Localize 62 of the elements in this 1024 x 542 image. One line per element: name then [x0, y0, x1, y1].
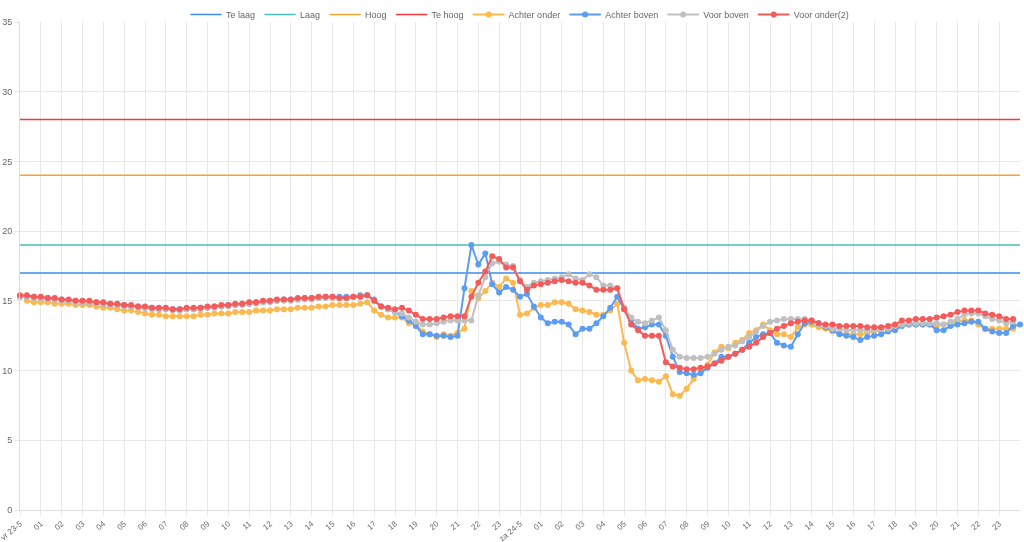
x-tick-label: 17 [365, 518, 379, 532]
y-tick-label: 10 [2, 365, 13, 376]
x-tick-label: 23 [490, 518, 504, 532]
x-tick-label: 11 [740, 518, 754, 532]
x-tick-label: 18 [886, 518, 900, 532]
x-tick-label: 08 [177, 518, 191, 532]
x-tick-label: 01 [32, 518, 46, 532]
x-tick-label: 12 [261, 518, 275, 532]
x-tick-label: 10 [219, 518, 233, 532]
x-tick-label: 20 [927, 518, 941, 532]
x-tick-label: 03 [73, 518, 87, 532]
y-tick-label: 5 [7, 435, 13, 446]
x-tick-label: 15 [323, 518, 337, 532]
x-tick-label: 04 [94, 518, 108, 532]
x-tick-label: 12 [761, 518, 775, 532]
x-tick-label: 19 [407, 518, 421, 532]
x-tick-label: 07 [157, 518, 171, 532]
legend-label: Achter boven [605, 10, 659, 21]
x-tick-label: 22 [969, 518, 983, 532]
x-tick-label: 10 [719, 518, 733, 532]
y-tick-label: 35 [2, 17, 13, 28]
legend-label: Achter onder [508, 10, 561, 21]
x-tick-label: 05 [115, 518, 129, 532]
y-tick-label: 25 [2, 156, 13, 167]
x-tick-label: 21 [948, 518, 962, 532]
legend-label: Hoog [365, 10, 387, 21]
legend-label: Te laag [226, 10, 256, 21]
x-tick-label: 07 [657, 518, 671, 532]
y-tick-label: 0 [7, 505, 13, 516]
legend-label: Laag [300, 10, 321, 21]
x-tick-label: 15 [823, 518, 837, 532]
x-tick-label: 13 [282, 518, 296, 532]
x-tick-label: 14 [802, 518, 816, 532]
legend-label: Voor boven [703, 10, 749, 21]
x-tick-label: 20 [427, 518, 441, 532]
legend-label: Voor onder(2) [793, 10, 849, 21]
y-tick-label: 30 [2, 86, 13, 97]
x-tick-label: 16 [844, 518, 858, 532]
x-tick-label: 09 [698, 518, 712, 532]
x-tick-label: 08 [677, 518, 691, 532]
legend-label: Te hoog [431, 10, 464, 21]
x-tick-label: 02 [52, 518, 66, 532]
x-tick-label: 03 [573, 518, 587, 532]
x-tick-label: 13 [782, 518, 796, 532]
x-tick-label: 01 [532, 518, 546, 532]
x-tick-label: 17 [865, 518, 879, 532]
x-tick-label: 02 [552, 518, 566, 532]
x-tick-label: 05 [615, 518, 629, 532]
x-tick-label: 04 [594, 518, 608, 532]
x-tick-label: 22 [469, 518, 483, 532]
x-tick-label: 21 [448, 518, 462, 532]
x-tick-label: 06 [636, 518, 650, 532]
x-tick-label: 09 [198, 518, 212, 532]
x-tick-label: 06 [136, 518, 150, 532]
x-tick-label: 18 [386, 518, 400, 532]
x-tick-label: 16 [344, 518, 358, 532]
y-tick-label: 20 [2, 226, 13, 237]
x-tick-label: 11 [240, 518, 254, 532]
x-tick-label: 23 [990, 518, 1004, 532]
x-tick-label: 14 [302, 518, 316, 532]
x-tick-label: 19 [907, 518, 921, 532]
y-tick-label: 15 [2, 296, 13, 307]
